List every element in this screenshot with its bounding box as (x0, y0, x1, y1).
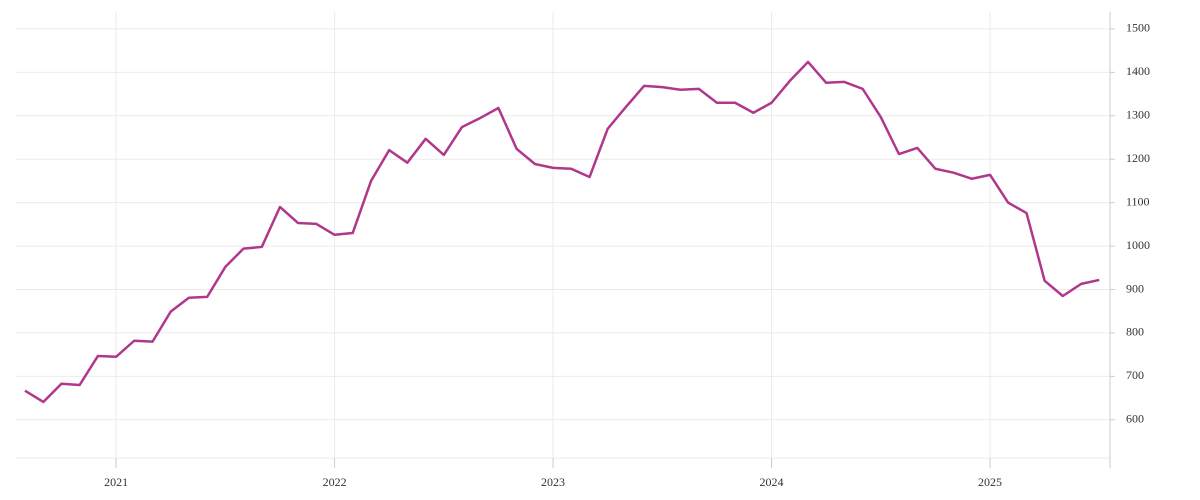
y-tick-label: 1200 (1126, 151, 1150, 165)
y-tick-label: 800 (1126, 325, 1144, 339)
y-tick-label: 600 (1126, 412, 1144, 426)
x-tick-label: 2024 (760, 475, 784, 489)
data-line (24, 60, 1100, 404)
y-tick-label: 1400 (1126, 64, 1150, 78)
y-tick-label: 700 (1126, 368, 1144, 382)
y-tick-label: 1100 (1126, 194, 1150, 208)
y-tick-label: 1500 (1126, 21, 1150, 35)
y-tick-label: 900 (1126, 281, 1144, 295)
x-tick-label: 2025 (978, 475, 1002, 489)
y-tick-label: 1000 (1126, 238, 1150, 252)
x-tick-label: 2022 (323, 475, 347, 489)
x-tick-label: 2021 (104, 475, 128, 489)
x-tick-label: 2023 (541, 475, 565, 489)
y-tick-label: 1300 (1126, 108, 1150, 122)
